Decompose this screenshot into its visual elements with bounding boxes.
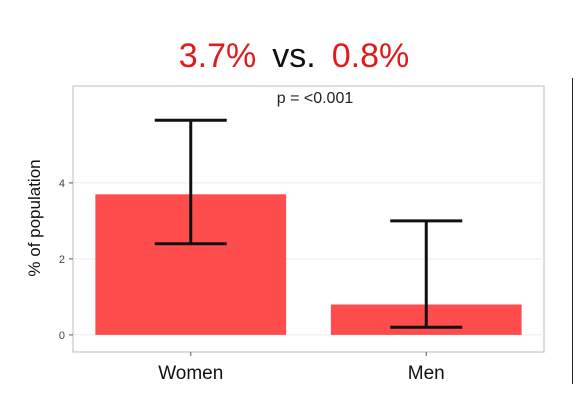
y-axis-label: % of population bbox=[25, 159, 44, 276]
x-tick-label-women: Women bbox=[158, 363, 223, 384]
y-axis-ticks: 0 2 4 bbox=[59, 178, 73, 342]
headline-separator: vs. bbox=[272, 37, 316, 75]
p-value-annotation: p = <0.001 bbox=[277, 90, 354, 107]
y-tick-label-4: 4 bbox=[59, 178, 65, 190]
y-tick-label-2: 2 bbox=[59, 254, 65, 266]
panel-divider bbox=[572, 78, 573, 384]
headline-women-value: 3.7% bbox=[178, 37, 257, 75]
headline: 3.7% vs. 0.8% bbox=[0, 36, 588, 76]
error-bar-women bbox=[154, 118, 227, 246]
error-bars bbox=[154, 118, 463, 329]
error-bar-men bbox=[390, 219, 463, 329]
y-tick-label-0: 0 bbox=[59, 330, 65, 342]
x-tick-label-men: Men bbox=[408, 363, 445, 384]
headline-men-value: 0.8% bbox=[331, 37, 410, 75]
x-axis-labels: Women Men bbox=[158, 352, 445, 384]
